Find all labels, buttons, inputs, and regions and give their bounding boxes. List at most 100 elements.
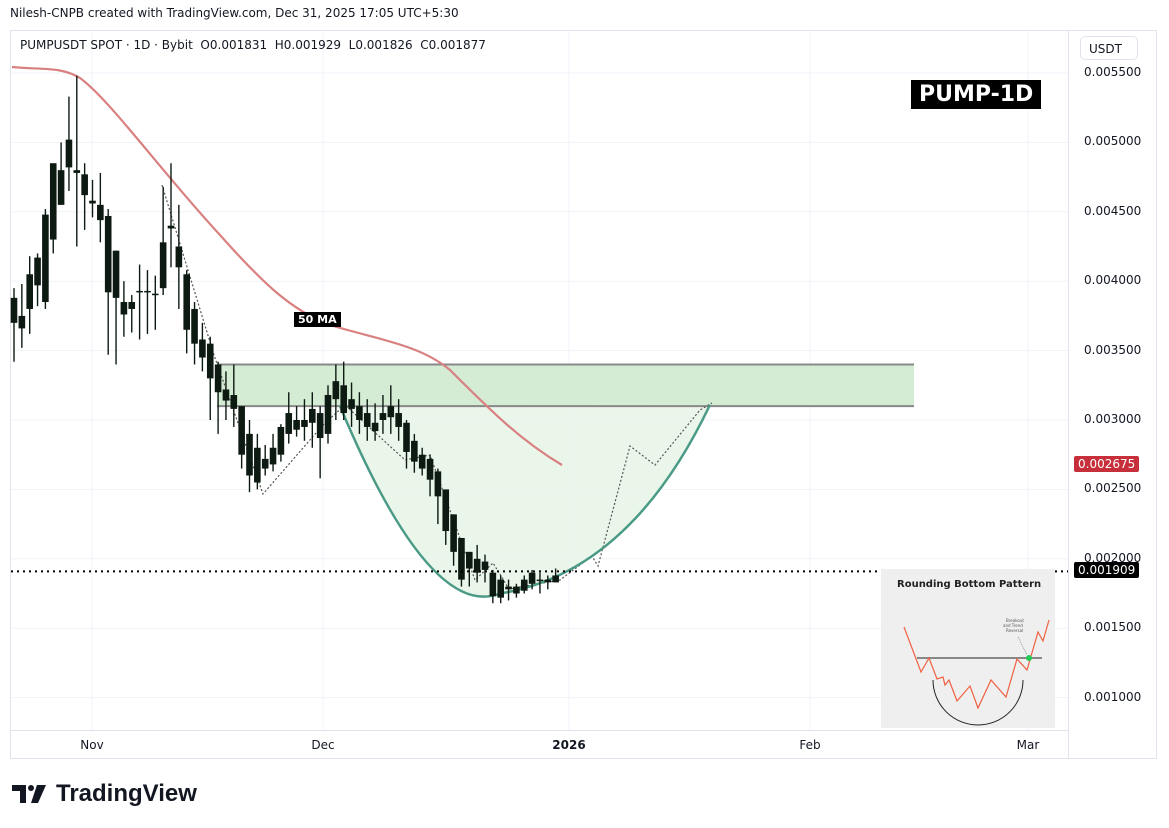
candle — [301, 420, 308, 427]
price-tick-label: 0.003500 — [1084, 342, 1142, 357]
candle — [230, 395, 238, 409]
candle — [473, 558, 481, 573]
candle — [81, 174, 88, 196]
candle — [65, 139, 73, 168]
candle — [544, 579, 552, 583]
price-tick-label: 0.003000 — [1084, 412, 1142, 426]
candle — [293, 420, 300, 430]
ma-label: 50 MA — [294, 312, 341, 327]
candle — [411, 440, 418, 462]
candle — [403, 422, 410, 452]
candle — [348, 399, 355, 409]
candle — [238, 406, 245, 455]
time-tick-label: Dec — [311, 738, 335, 752]
candle — [191, 308, 198, 344]
candle — [505, 586, 512, 590]
inset-title: Rounding Bottom Pattern — [897, 579, 1042, 590]
tradingview-logo[interactable]: TradingView — [12, 780, 197, 808]
candle — [112, 250, 120, 298]
candle — [214, 364, 222, 393]
candle — [371, 422, 379, 432]
candle — [222, 389, 230, 401]
candle — [136, 290, 143, 293]
candle — [387, 406, 395, 418]
candle — [426, 458, 434, 480]
time-axis-separator — [10, 730, 1068, 731]
candle — [316, 413, 324, 439]
candle — [363, 413, 371, 427]
candle — [183, 274, 190, 330]
price-tick-label: 0.001500 — [1084, 620, 1142, 635]
last-price-tag: 0.001909 — [1074, 562, 1140, 579]
tradingview-logo-icon — [12, 785, 46, 803]
rounding-bottom-inset: Rounding Bottom Pattern Breakout and Tre… — [881, 569, 1055, 728]
candle — [206, 343, 214, 379]
chart-frame — [10, 30, 1157, 759]
candle — [528, 572, 536, 584]
price-tick-label: 0.004000 — [1084, 273, 1142, 288]
chart-credit: Nilesh-CNPB created with TradingView.com… — [10, 6, 459, 20]
candle — [434, 471, 442, 497]
candle — [10, 297, 18, 323]
candle — [450, 514, 457, 552]
price-tick-label: 0.004500 — [1084, 203, 1142, 218]
currency-button[interactable]: USDT — [1080, 36, 1138, 60]
svg-text:and Trend: and Trend — [1003, 623, 1023, 628]
candle — [513, 586, 520, 594]
candle — [497, 579, 504, 598]
candle — [395, 413, 402, 427]
pump-1d-badge: PUMP-1D — [911, 80, 1042, 109]
candle — [418, 454, 426, 469]
candle — [520, 579, 528, 591]
price-tick-label: 0.005500 — [1084, 65, 1142, 79]
price-tick-label: 0.005000 — [1084, 134, 1142, 149]
candle — [18, 315, 26, 329]
candle — [34, 257, 41, 286]
candle — [89, 200, 96, 204]
candle — [309, 408, 316, 423]
price-tick-label: 0.001000 — [1084, 689, 1142, 704]
candle — [536, 579, 544, 582]
candle — [481, 561, 489, 570]
candle — [104, 215, 112, 293]
candle — [120, 302, 128, 315]
candle — [57, 170, 65, 205]
candle — [379, 413, 387, 420]
candle — [269, 447, 277, 465]
time-tick-label: Nov — [80, 738, 104, 752]
ohlc-values: O0.001831 H0.001929 L0.001826 C0.001877 — [200, 38, 486, 52]
candle — [466, 551, 473, 569]
candle — [97, 204, 104, 221]
candle — [340, 385, 347, 414]
candle — [261, 458, 269, 469]
candle — [73, 170, 81, 173]
rounding-bottom-illustration: Breakout and Trend Reversal — [903, 618, 1050, 726]
price-tick-label: 0.002000 — [1084, 550, 1142, 565]
candle — [489, 572, 497, 597]
candle — [332, 381, 340, 400]
time-tick-label: 2026 — [552, 738, 586, 752]
symbol-legend: PUMPUSDT SPOT · 1D · Bybit O0.001831 H0.… — [20, 38, 486, 52]
candle — [49, 163, 57, 240]
candle — [458, 537, 465, 580]
tradingview-logo-text: TradingView — [56, 780, 197, 807]
time-tick-label: Mar — [1016, 738, 1040, 752]
price-tick-label: 0.002500 — [1084, 481, 1142, 496]
time-tick-label: Feb — [799, 738, 821, 752]
candle — [144, 290, 151, 293]
candle — [128, 302, 136, 309]
svg-text:Reversal: Reversal — [1006, 628, 1023, 633]
candle — [175, 246, 183, 268]
candle — [26, 274, 33, 309]
candle — [152, 293, 159, 296]
candle — [552, 575, 559, 583]
candle — [356, 406, 363, 420]
price-axis-separator — [1068, 30, 1069, 759]
ma50-line — [11, 65, 563, 466]
svg-text:Breakout: Breakout — [1006, 618, 1024, 623]
ma-price-tag: 0.002675 — [1074, 456, 1140, 473]
candle — [246, 433, 253, 476]
candle — [277, 426, 285, 455]
candle — [42, 214, 49, 303]
candle — [167, 225, 175, 229]
